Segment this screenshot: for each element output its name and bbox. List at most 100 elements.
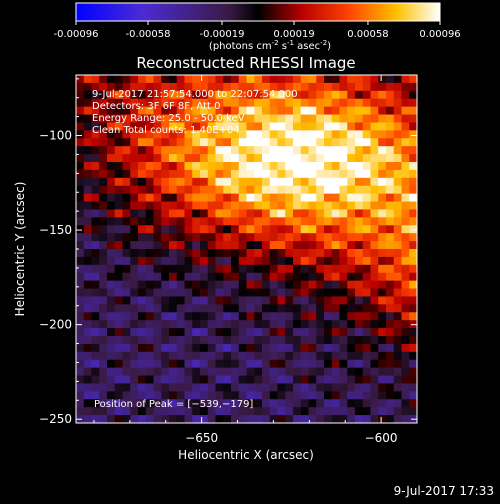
heatmap-cell [99,193,108,203]
heatmap-cell [192,343,201,353]
heatmap-cell [254,280,263,290]
heatmap-cell [339,280,348,290]
heatmap-cell [83,185,93,195]
heatmap-cell [401,177,410,187]
heatmap-cell [308,154,317,163]
heatmap-cell [393,154,403,163]
heatmap-cell [184,146,193,155]
heatmap-cell [316,264,325,274]
heatmap-cell [176,351,186,361]
heatmap-cell [176,241,186,250]
heatmap-cell [277,359,286,369]
heatmap-cell [378,162,387,171]
heatmap-cell [324,75,333,84]
heatmap-cell [347,169,356,179]
heatmap-cell [176,154,186,163]
heatmap-cell [223,328,232,337]
heatmap-cell [386,296,395,305]
heatmap-cell [192,169,201,179]
heatmap-cell [285,264,294,274]
heatmap-cell [161,162,170,171]
heatmap-cell [207,336,217,345]
heatmap-cell [362,90,372,100]
heatmap-cell [207,185,217,195]
heatmap-cell [114,154,124,163]
heatmap-cell [207,359,217,369]
heatmap-cell [401,272,410,282]
heatmap-cell [91,130,100,139]
heatmap-cell [293,122,302,131]
heatmap-cell [347,233,356,242]
heatmap-cell [308,288,317,298]
heatmap-cell [99,146,108,155]
heatmap-cell [293,272,302,282]
heatmap-cell [99,336,108,345]
heatmap-cell [76,359,85,369]
heatmap-cell [254,320,263,329]
heatmap-cell [393,201,403,211]
heatmap-cell [370,106,379,116]
heatmap-cell [347,296,356,305]
heatmap-cell [122,312,131,321]
heatmap-cell [161,272,170,282]
heatmap-cell [215,375,224,385]
heatmap-cell [331,114,341,124]
heatmap-cell [308,169,317,179]
heatmap-cell [246,249,255,258]
heatmap-cell [169,320,178,329]
heatmap-cell [331,209,341,218]
heatmap-cell [316,375,325,385]
heatmap-cell [184,375,193,385]
heatmap-cell [378,201,387,211]
heatmap-cell [269,391,279,400]
heatmap-cell [285,249,294,258]
heatmap-cell [223,367,232,377]
heatmap-cell [215,225,224,234]
heatmap-cell [393,233,403,242]
heatmap-cell [169,264,178,274]
heatmap-cell [269,312,279,321]
heatmap-cell [339,359,348,369]
heatmap-cell [324,162,333,171]
heatmap-cell [347,256,356,266]
heatmap-cell [285,217,294,226]
heatmap-cell [246,130,255,139]
heatmap-cell [99,162,108,171]
heatmap-cell [300,90,310,100]
heatmap-cell [324,193,333,203]
heatmap-cell [324,264,333,274]
heatmap-cell [223,185,232,195]
heatmap-cell [83,154,93,163]
heatmap-cell [176,114,186,124]
heatmap-cell [153,193,162,203]
heatmap-cell [161,288,170,298]
heatmap-cell [91,122,100,131]
heatmap-cell [114,122,124,131]
heatmap-cell [169,383,178,392]
heatmap-cell [347,288,356,298]
heatmap-cell [238,130,248,139]
heatmap-cell [246,272,255,282]
heatmap-cell [269,288,279,298]
heatmap-cell [393,138,403,147]
heatmap-cell [386,320,395,329]
heatmap-cell [122,185,131,195]
heatmap-cell [223,383,232,392]
heatmap-cell [254,185,263,195]
heatmap-cell [107,185,116,195]
heatmap-cell [378,241,387,250]
heatmap-cell [91,169,100,179]
heatmap-cell [277,233,286,242]
heatmap-cell [192,375,201,385]
heatmap-cell [138,296,147,305]
heatmap-cell [238,169,248,179]
heatmap-cell [114,249,124,258]
heatmap-cell [347,241,356,250]
heatmap-cell [83,391,93,400]
heatmap-cell [223,415,232,423]
heatmap-cell [223,351,232,361]
heatmap-cell [277,185,286,195]
heatmap-cell [393,407,403,416]
heatmap-cell [355,256,364,266]
heatmap-cell [324,288,333,298]
